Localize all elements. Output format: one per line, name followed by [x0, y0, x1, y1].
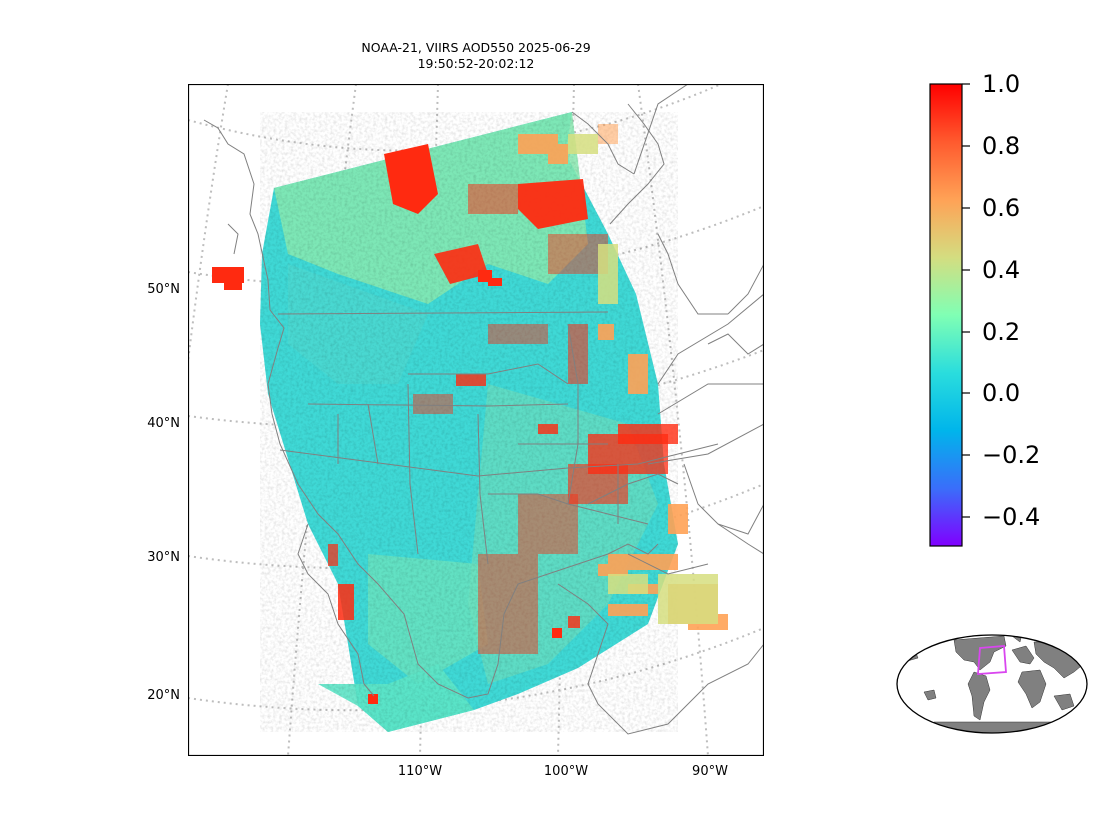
globe-inset: [896, 634, 1088, 734]
colorbar-label: −0.2: [982, 441, 1041, 469]
lat-label-30n: 30°N: [147, 550, 180, 565]
colorbar-label: −0.4: [982, 503, 1041, 531]
colorbar: [929, 83, 970, 547]
aod-swath: [212, 112, 728, 732]
colorbar-label: 0.8: [982, 132, 1021, 160]
colorbar-label: 0.6: [982, 194, 1021, 222]
lat-label-50n: 50°N: [147, 282, 180, 297]
map-title: NOAA-21, VIIRS AOD550 2025-06-29 19:50:5…: [188, 40, 764, 72]
colorbar-label: 0.4: [982, 256, 1021, 284]
aod-map: [188, 84, 764, 756]
inset-region-box: [977, 645, 1007, 675]
lat-label-20n: 20°N: [147, 688, 180, 703]
title-line-2: 19:50:52-20:02:12: [417, 56, 535, 71]
lat-label-40n: 40°N: [147, 416, 180, 431]
lon-label-100w: 100°W: [543, 764, 589, 779]
lon-label-110w: 110°W: [397, 764, 443, 779]
colorbar-gradient: [929, 83, 963, 547]
colorbar-label: 0.2: [982, 318, 1021, 346]
title-line-1: NOAA-21, VIIRS AOD550 2025-06-29: [361, 40, 591, 55]
colorbar-label: 0.0: [982, 379, 1021, 407]
boundaries: [203, 84, 764, 735]
colorbar-ticks: [962, 83, 970, 518]
lon-label-90w: 90°W: [692, 764, 728, 779]
colorbar-label: 1.0: [982, 70, 1021, 98]
